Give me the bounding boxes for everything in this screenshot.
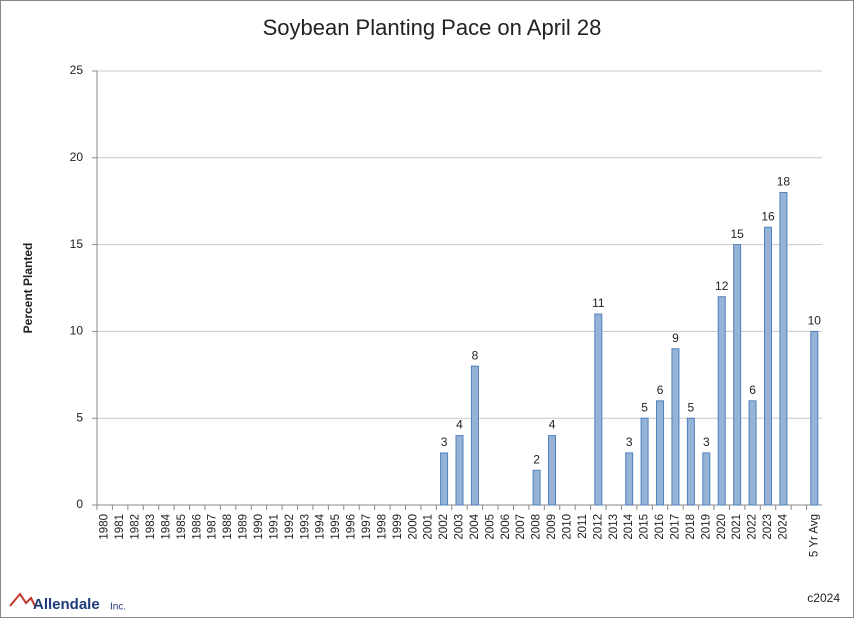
x-tick-label: 5 Yr Avg	[808, 514, 820, 557]
bar	[702, 452, 711, 506]
data-label: 3	[441, 435, 448, 449]
bar	[594, 313, 603, 506]
data-label: 9	[672, 331, 679, 345]
logo-icon	[9, 592, 36, 607]
chart-title: Soybean Planting Pace on April 28	[263, 15, 602, 40]
x-tick-label: 1990	[253, 514, 265, 540]
bar	[810, 330, 819, 506]
data-label: 6	[657, 383, 664, 397]
x-tick-label: 1992	[284, 514, 296, 540]
x-tick-label: 2001	[423, 514, 435, 540]
bar	[748, 400, 757, 506]
y-axis-label: Percent Planted	[21, 243, 35, 334]
x-tick-label: 1986	[191, 514, 203, 540]
x-tick-label: 1994	[315, 513, 327, 539]
y-tick-label: 15	[70, 237, 84, 251]
bar	[671, 348, 680, 506]
y-tick-label: 20	[70, 150, 84, 164]
x-tick-label: 1993	[299, 514, 311, 540]
x-tick-label: 2008	[531, 514, 543, 540]
x-tick-label: 1989	[238, 514, 250, 540]
x-tick-label: 2016	[654, 514, 666, 540]
data-label: 5	[641, 400, 648, 414]
x-tick-label: 1980	[99, 514, 111, 540]
x-tick-label: 2010	[562, 514, 574, 540]
bar	[470, 365, 479, 506]
data-label: 16	[761, 209, 775, 223]
bar	[548, 435, 557, 506]
bar	[764, 226, 773, 506]
y-tick-label: 5	[76, 410, 83, 424]
data-label: 3	[703, 435, 710, 449]
data-label: 15	[730, 227, 744, 241]
x-tick-label: 2002	[438, 514, 450, 540]
x-tick-label: 2021	[731, 514, 743, 540]
bar	[640, 417, 649, 506]
x-tick-label: 2013	[608, 514, 620, 540]
x-tick-label: 1983	[145, 514, 157, 540]
x-tick-label: 1981	[114, 514, 126, 540]
logo-suffix: Inc.	[110, 602, 126, 613]
x-tick-label: 2022	[747, 514, 759, 540]
x-tick-label: 2017	[669, 514, 681, 540]
data-label: 6	[749, 383, 756, 397]
x-tick-label: 2015	[639, 514, 651, 540]
x-tick-label: 2012	[592, 514, 604, 540]
x-tick-label: 2024	[777, 513, 789, 539]
x-tick-label: 1982	[130, 514, 142, 540]
bar	[733, 244, 742, 506]
data-label: 10	[808, 314, 822, 328]
data-label: 4	[549, 418, 556, 432]
x-tick-label: 1991	[268, 514, 280, 540]
x-tick-label: 2005	[484, 514, 496, 540]
footer: c2024	[807, 591, 840, 605]
data-label: 11	[592, 296, 605, 310]
bar	[455, 435, 464, 506]
x-tick-label: 2007	[515, 514, 527, 540]
x-tick-label: 1999	[392, 514, 404, 540]
x-tick-label: 1985	[176, 514, 188, 540]
bar	[440, 452, 449, 506]
x-tick-label: 2020	[716, 514, 728, 540]
x-tick-label: 1988	[222, 514, 234, 540]
x-tick-label: 2006	[500, 514, 512, 540]
x-tick-label: 1995	[330, 514, 342, 540]
bar	[656, 400, 665, 506]
x-tick-label: 1984	[160, 513, 172, 539]
bar	[625, 452, 634, 506]
x-tick-label: 1987	[207, 514, 219, 540]
data-label: 18	[777, 175, 791, 189]
x-tick-label: 2014	[623, 513, 635, 539]
x-tick-label: 2009	[546, 514, 558, 540]
data-label: 4	[456, 418, 463, 432]
y-tick-label: 25	[70, 63, 84, 77]
logo: Allendale	[33, 596, 100, 613]
data-label: 8	[472, 348, 479, 362]
data-label: 3	[626, 435, 633, 449]
x-tick-label: 2000	[407, 514, 419, 540]
y-tick-label: 0	[76, 497, 83, 511]
x-tick-label: 2011	[577, 514, 589, 539]
x-tick-label: 1998	[376, 514, 388, 540]
x-tick-label: 2003	[454, 514, 466, 540]
bar	[779, 192, 788, 506]
x-tick-label: 2023	[762, 514, 774, 540]
x-tick-label: 2004	[469, 513, 481, 539]
data-label: 2	[533, 452, 540, 466]
x-tick-label: 1997	[361, 514, 373, 540]
x-tick-label: 1996	[346, 514, 358, 540]
bar	[717, 296, 726, 506]
x-tick-label: 2018	[685, 514, 697, 540]
data-label: 12	[715, 279, 729, 293]
y-tick-label: 10	[70, 324, 84, 338]
x-tick-label: 2019	[700, 514, 712, 540]
data-label: 5	[688, 400, 695, 414]
bar	[532, 469, 541, 506]
bar	[686, 417, 695, 506]
